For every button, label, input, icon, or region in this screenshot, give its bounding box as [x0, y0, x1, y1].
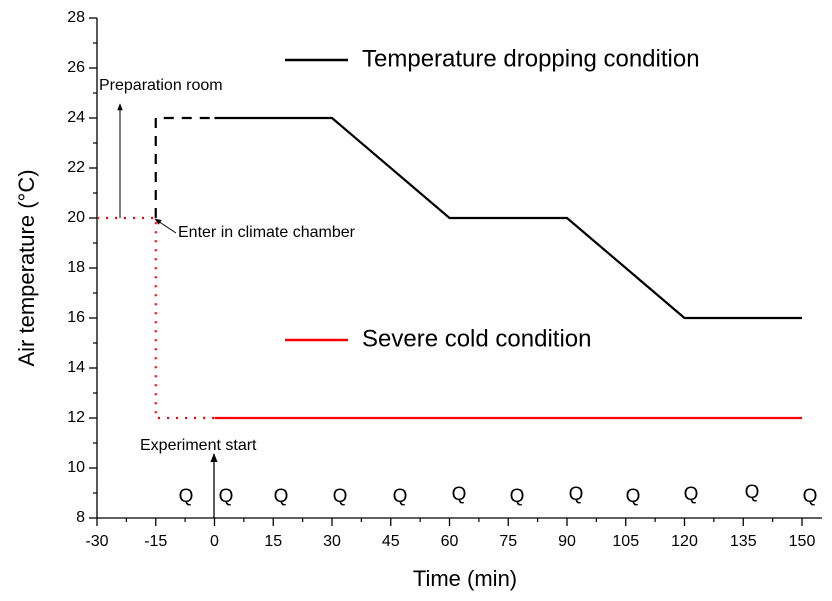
x-tick-label: -15: [144, 533, 167, 550]
y-tick-label: 20: [67, 209, 85, 226]
x-tick-label: 30: [323, 533, 341, 550]
q-marker: Q: [452, 484, 467, 505]
line-series: [214, 116, 802, 320]
annotation: Enter in climate chamber: [178, 224, 356, 241]
q-marker: Q: [510, 486, 525, 507]
q-marker: Q: [274, 486, 289, 507]
x-tick-label: 105: [612, 533, 639, 550]
annotation: Preparation room: [99, 77, 223, 94]
q-marker: Q: [684, 484, 699, 505]
x-tick-label: 150: [789, 533, 816, 550]
y-axis-title: Air temperature (°C): [14, 169, 39, 366]
x-tick-label: 15: [264, 533, 282, 550]
q-marker: Q: [333, 486, 348, 507]
x-axis-title: Time (min): [413, 566, 517, 591]
y-tick-label: 16: [67, 309, 85, 326]
y-tick-label: 8: [76, 509, 85, 526]
y-tick-label: 12: [67, 409, 85, 426]
x-tick-label: 135: [730, 533, 757, 550]
annotation: Experiment start: [140, 437, 257, 454]
x-tick-label: 60: [441, 533, 459, 550]
legend-label: Severe cold condition: [362, 325, 591, 352]
x-tick-label: 45: [382, 533, 400, 550]
y-tick-label: 18: [67, 259, 85, 276]
x-tick-label: 75: [499, 533, 517, 550]
y-tick-label: 14: [67, 359, 85, 376]
line-series: [154, 116, 215, 218]
q-marker: Q: [179, 486, 194, 507]
x-tick-label: 120: [671, 533, 698, 550]
q-marker: Q: [626, 486, 641, 507]
q-marker: Q: [219, 486, 234, 507]
q-marker: Q: [745, 482, 760, 503]
y-tick-label: 10: [67, 459, 85, 476]
x-tick-label: 0: [210, 533, 219, 550]
y-tick-label: 28: [67, 9, 85, 26]
arrow: [154, 218, 177, 234]
legend-label: Temperature dropping condition: [362, 45, 700, 72]
q-marker: Q: [569, 484, 584, 505]
y-tick-label: 26: [67, 59, 85, 76]
y-tick-label: 22: [67, 159, 85, 176]
q-marker: Q: [803, 486, 818, 507]
y-tick-label: 24: [67, 109, 85, 126]
q-marker: Q: [393, 486, 408, 507]
x-tick-label: -30: [85, 533, 108, 550]
x-tick-label: 90: [558, 533, 576, 550]
line-series: [97, 216, 215, 420]
